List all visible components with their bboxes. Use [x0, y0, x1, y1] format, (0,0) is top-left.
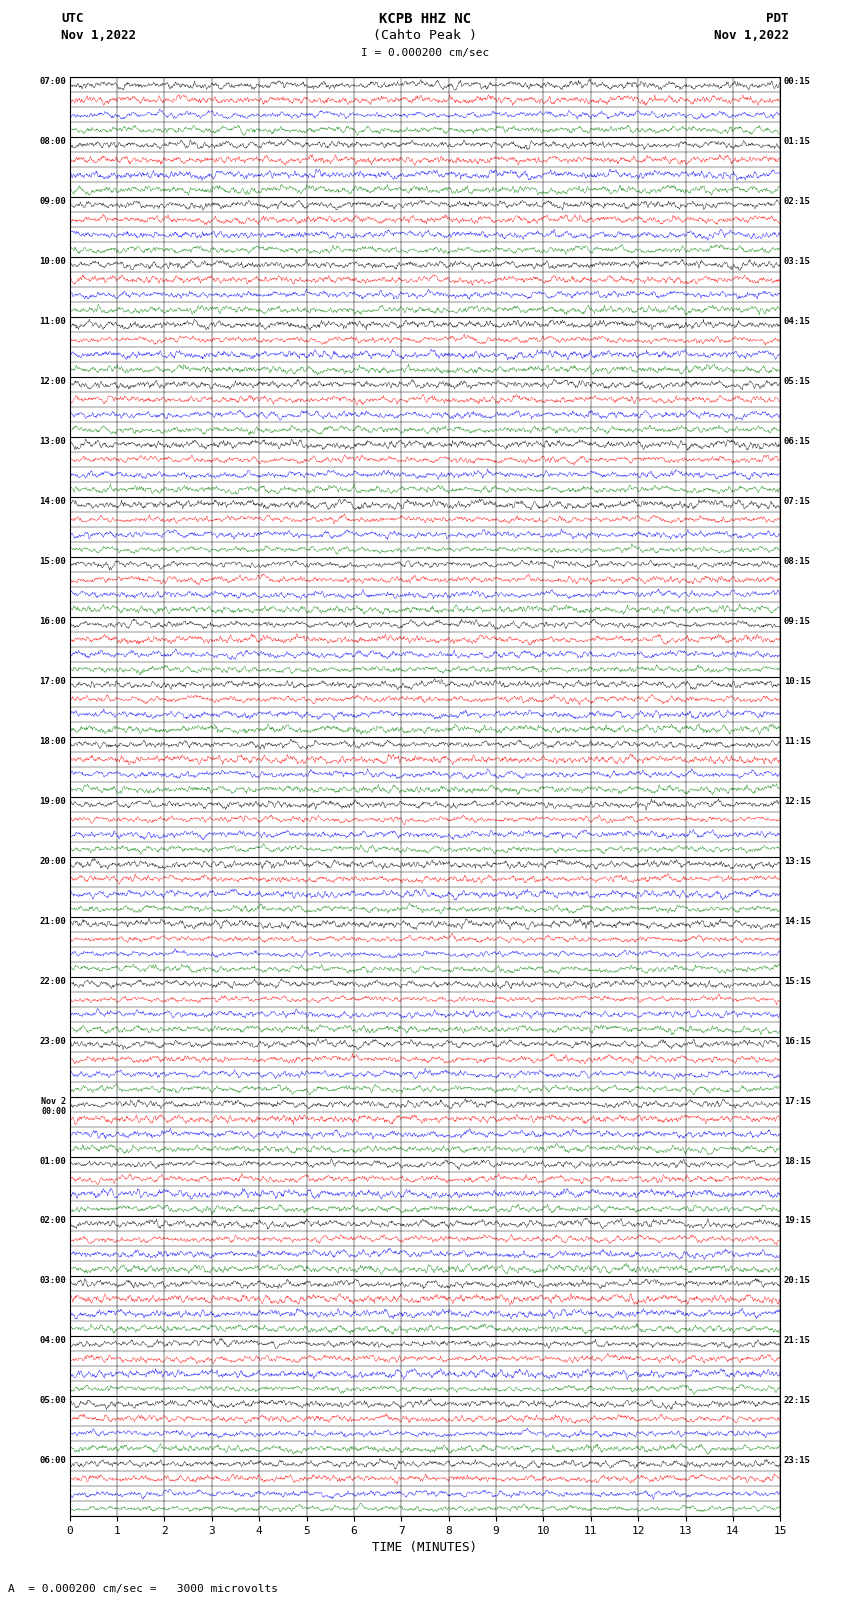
Text: 11:00: 11:00 — [39, 318, 66, 326]
Text: 05:15: 05:15 — [784, 377, 811, 386]
Text: 12:15: 12:15 — [784, 797, 811, 806]
Text: 20:00: 20:00 — [39, 857, 66, 866]
Text: 07:15: 07:15 — [784, 497, 811, 506]
Text: 01:00: 01:00 — [39, 1157, 66, 1166]
Text: 17:15: 17:15 — [784, 1097, 811, 1105]
X-axis label: TIME (MINUTES): TIME (MINUTES) — [372, 1542, 478, 1555]
Text: UTC: UTC — [61, 11, 83, 24]
Text: 16:15: 16:15 — [784, 1037, 811, 1045]
Text: 03:15: 03:15 — [784, 258, 811, 266]
Text: PDT: PDT — [767, 11, 789, 24]
Text: 04:00: 04:00 — [39, 1336, 66, 1345]
Text: 19:15: 19:15 — [784, 1216, 811, 1226]
Text: 17:00: 17:00 — [39, 677, 66, 686]
Text: 08:15: 08:15 — [784, 556, 811, 566]
Text: 14:15: 14:15 — [784, 916, 811, 926]
Text: 18:00: 18:00 — [39, 737, 66, 745]
Text: 02:15: 02:15 — [784, 197, 811, 206]
Text: 18:15: 18:15 — [784, 1157, 811, 1166]
Text: 10:15: 10:15 — [784, 677, 811, 686]
Text: 12:00: 12:00 — [39, 377, 66, 386]
Text: 23:15: 23:15 — [784, 1457, 811, 1465]
Text: 23:00: 23:00 — [39, 1037, 66, 1045]
Text: 05:00: 05:00 — [39, 1397, 66, 1405]
Text: 16:00: 16:00 — [39, 618, 66, 626]
Text: 19:00: 19:00 — [39, 797, 66, 806]
Text: 04:15: 04:15 — [784, 318, 811, 326]
Text: 22:15: 22:15 — [784, 1397, 811, 1405]
Text: 01:15: 01:15 — [784, 137, 811, 147]
Text: Nov 1,2022: Nov 1,2022 — [61, 29, 136, 42]
Text: 09:00: 09:00 — [39, 197, 66, 206]
Text: 09:15: 09:15 — [784, 618, 811, 626]
Text: 21:15: 21:15 — [784, 1336, 811, 1345]
Text: 14:00: 14:00 — [39, 497, 66, 506]
Text: 02:00: 02:00 — [39, 1216, 66, 1226]
Text: 08:00: 08:00 — [39, 137, 66, 147]
Text: 20:15: 20:15 — [784, 1276, 811, 1286]
Text: 13:15: 13:15 — [784, 857, 811, 866]
Text: (Cahto Peak ): (Cahto Peak ) — [373, 29, 477, 42]
Text: 15:00: 15:00 — [39, 556, 66, 566]
Text: 15:15: 15:15 — [784, 977, 811, 986]
Text: A  = 0.000200 cm/sec =   3000 microvolts: A = 0.000200 cm/sec = 3000 microvolts — [8, 1584, 279, 1594]
Text: Nov 2
00:00: Nov 2 00:00 — [41, 1097, 66, 1116]
Text: 11:15: 11:15 — [784, 737, 811, 745]
Text: 13:00: 13:00 — [39, 437, 66, 447]
Text: KCPB HHZ NC: KCPB HHZ NC — [379, 11, 471, 26]
Text: 06:00: 06:00 — [39, 1457, 66, 1465]
Text: Nov 1,2022: Nov 1,2022 — [714, 29, 789, 42]
Text: 21:00: 21:00 — [39, 916, 66, 926]
Text: 10:00: 10:00 — [39, 258, 66, 266]
Text: 03:00: 03:00 — [39, 1276, 66, 1286]
Text: 06:15: 06:15 — [784, 437, 811, 447]
Text: 00:15: 00:15 — [784, 77, 811, 87]
Text: I = 0.000200 cm/sec: I = 0.000200 cm/sec — [361, 48, 489, 58]
Text: 07:00: 07:00 — [39, 77, 66, 87]
Text: 22:00: 22:00 — [39, 977, 66, 986]
